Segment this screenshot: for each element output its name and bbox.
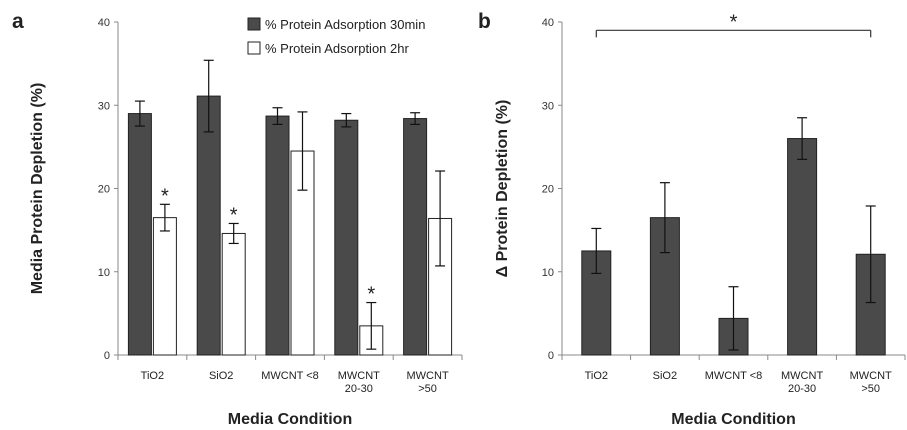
panel-letter: b [478, 10, 491, 33]
category-label: >50 [418, 383, 437, 395]
y-axis-label: Δ Protein Depletion (%) [494, 100, 511, 278]
bar [403, 118, 428, 356]
category-label: MWCNT [338, 370, 380, 382]
y-tick-label: 20 [98, 184, 110, 196]
category-label: >50 [861, 383, 880, 395]
y-tick-label: 30 [542, 100, 554, 112]
category-label: TiO2 [141, 370, 164, 382]
category-label: MWCNT [407, 370, 449, 382]
bar [265, 115, 290, 356]
bar [152, 217, 177, 356]
bar [334, 119, 359, 356]
y-tick-label: 0 [548, 350, 554, 362]
category-label: 20-30 [345, 383, 373, 395]
bar [787, 138, 818, 356]
significance-star: * [367, 284, 375, 306]
category-label: MWCNT [781, 370, 823, 382]
y-tick-label: 0 [104, 350, 110, 362]
bar [196, 95, 221, 356]
y-tick-label: 40 [542, 17, 554, 29]
significance-star: * [230, 204, 238, 226]
bar [127, 113, 152, 356]
y-tick-label: 40 [98, 17, 110, 29]
bar [221, 232, 246, 356]
category-label: SiO2 [653, 370, 677, 382]
significance-star: * [161, 185, 169, 207]
category-label: TiO2 [585, 370, 608, 382]
x-axis-label: Media Condition [671, 411, 795, 428]
category-label: SiO2 [209, 370, 233, 382]
y-tick-label: 10 [542, 267, 554, 279]
x-axis-label: Media Condition [228, 411, 352, 428]
legend-swatch [247, 17, 261, 31]
legend-swatch [247, 41, 261, 55]
y-tick-label: 10 [98, 267, 110, 279]
bracket-star: * [730, 11, 738, 33]
y-axis-label: Media Protein Depletion (%) [29, 83, 46, 295]
legend-label: % Protein Adsorption 2hr [265, 41, 409, 56]
category-label: MWCNT <8 [261, 370, 319, 382]
panel-letter: a [12, 10, 24, 33]
category-label: MWCNT <8 [705, 370, 763, 382]
category-label: 20-30 [788, 383, 816, 395]
category-label: MWCNT [850, 370, 892, 382]
y-tick-label: 20 [542, 184, 554, 196]
legend-label: % Protein Adsorption 30min [265, 17, 425, 32]
y-tick-label: 30 [98, 100, 110, 112]
